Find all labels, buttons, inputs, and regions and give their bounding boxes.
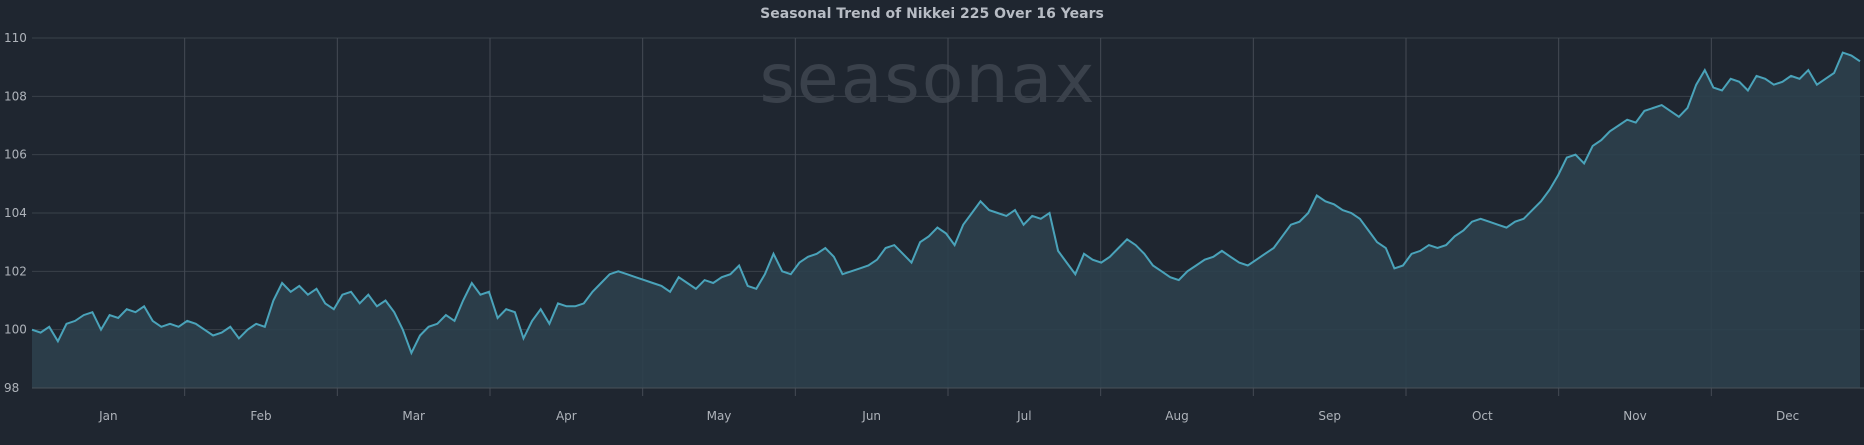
month-label: Mar: [402, 409, 425, 423]
y-tick-label: 110: [4, 31, 27, 45]
y-tick-label: 102: [4, 264, 27, 278]
month-label: Jul: [1016, 409, 1031, 423]
y-tick-label: 108: [4, 89, 27, 103]
month-label: May: [707, 409, 732, 423]
month-label: Dec: [1776, 409, 1799, 423]
month-label: Feb: [250, 409, 271, 423]
series-line: [31, 51, 1861, 356]
x-axis: Jan Feb Mar Apr May Jun Jul Aug Sep Oct Nov Dec: [98, 409, 1799, 423]
y-tick-label: 98: [4, 381, 19, 395]
series-layer: [31, 51, 1864, 389]
y-tick-label: 104: [4, 206, 27, 220]
y-tick-label: 100: [4, 323, 27, 337]
month-label: Nov: [1623, 409, 1646, 423]
month-label: Aug: [1165, 409, 1188, 423]
month-label: Jan: [98, 409, 118, 423]
chart-title: Seasonal Trend of Nikkei 225 Over 16 Yea…: [760, 6, 1104, 22]
y-tick-label: 106: [4, 148, 27, 162]
month-label: Apr: [556, 409, 577, 423]
y-axis: 98 100 102 104 106 108 110: [4, 31, 27, 395]
series-area: [32, 52, 1860, 388]
month-label: Oct: [1472, 409, 1493, 423]
watermark-logo: seasonax: [760, 40, 1097, 119]
month-label: Jun: [861, 409, 881, 423]
month-label: Sep: [1318, 409, 1341, 423]
